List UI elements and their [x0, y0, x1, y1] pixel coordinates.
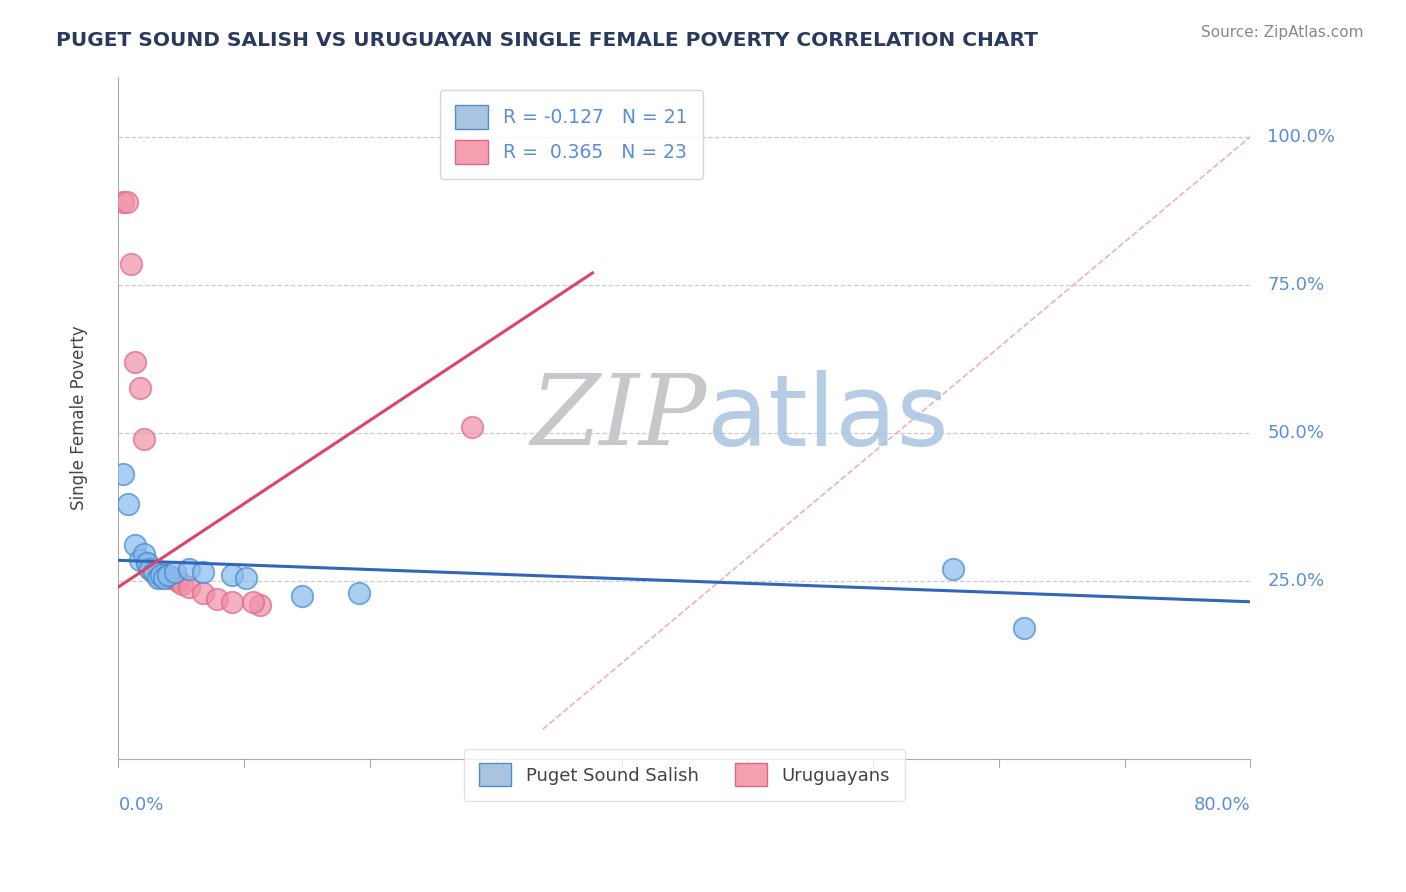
Point: [142, 565, 165, 579]
Text: 100.0%: 100.0%: [1267, 128, 1336, 145]
Point: [124, 539, 146, 553]
Text: ZIP: ZIP: [531, 370, 707, 466]
Point: [117, 497, 139, 511]
Text: PUGET SOUND SALISH VS URUGUAYAN SINGLE FEMALE POVERTY CORRELATION CHART: PUGET SOUND SALISH VS URUGUAYAN SINGLE F…: [56, 31, 1038, 50]
Text: 75.0%: 75.0%: [1267, 276, 1324, 293]
Point: [149, 565, 172, 579]
Point: [111, 467, 134, 482]
Point: [153, 568, 176, 582]
Point: [221, 595, 243, 609]
Point: [138, 562, 160, 576]
Text: Source: ZipAtlas.com: Source: ZipAtlas.com: [1201, 25, 1364, 40]
Text: 0.0%: 0.0%: [118, 797, 163, 814]
Point: [111, 194, 134, 209]
Point: [179, 580, 201, 594]
Point: [142, 565, 165, 579]
Point: [193, 565, 215, 579]
Point: [166, 574, 188, 588]
Point: [170, 577, 193, 591]
Point: [242, 595, 264, 609]
Point: [146, 571, 169, 585]
Text: 80.0%: 80.0%: [1194, 797, 1250, 814]
Point: [124, 355, 146, 369]
Text: 50.0%: 50.0%: [1267, 424, 1324, 442]
Point: [1012, 622, 1035, 636]
Point: [942, 562, 965, 576]
Point: [132, 548, 155, 562]
Text: Single Female Poverty: Single Female Poverty: [70, 326, 87, 510]
Point: [132, 432, 155, 446]
Point: [146, 569, 169, 583]
Point: [221, 568, 243, 582]
Legend: Puget Sound Salish, Uruguayans: Puget Sound Salish, Uruguayans: [464, 748, 904, 801]
Point: [207, 591, 229, 606]
Point: [135, 556, 157, 570]
Point: [152, 571, 174, 585]
Text: 25.0%: 25.0%: [1267, 572, 1324, 590]
Point: [128, 553, 150, 567]
Point: [163, 565, 186, 579]
Point: [461, 420, 484, 434]
Point: [135, 556, 157, 570]
Point: [162, 571, 184, 585]
Point: [128, 382, 150, 396]
Point: [157, 571, 180, 585]
Point: [235, 571, 257, 585]
Point: [193, 586, 215, 600]
Point: [120, 257, 142, 271]
Point: [138, 562, 160, 576]
Point: [291, 589, 314, 603]
Point: [249, 598, 271, 612]
Point: [156, 568, 179, 582]
Point: [149, 568, 172, 582]
Point: [347, 586, 370, 600]
Point: [179, 562, 201, 576]
Point: [115, 194, 138, 209]
Text: atlas: atlas: [707, 369, 949, 467]
